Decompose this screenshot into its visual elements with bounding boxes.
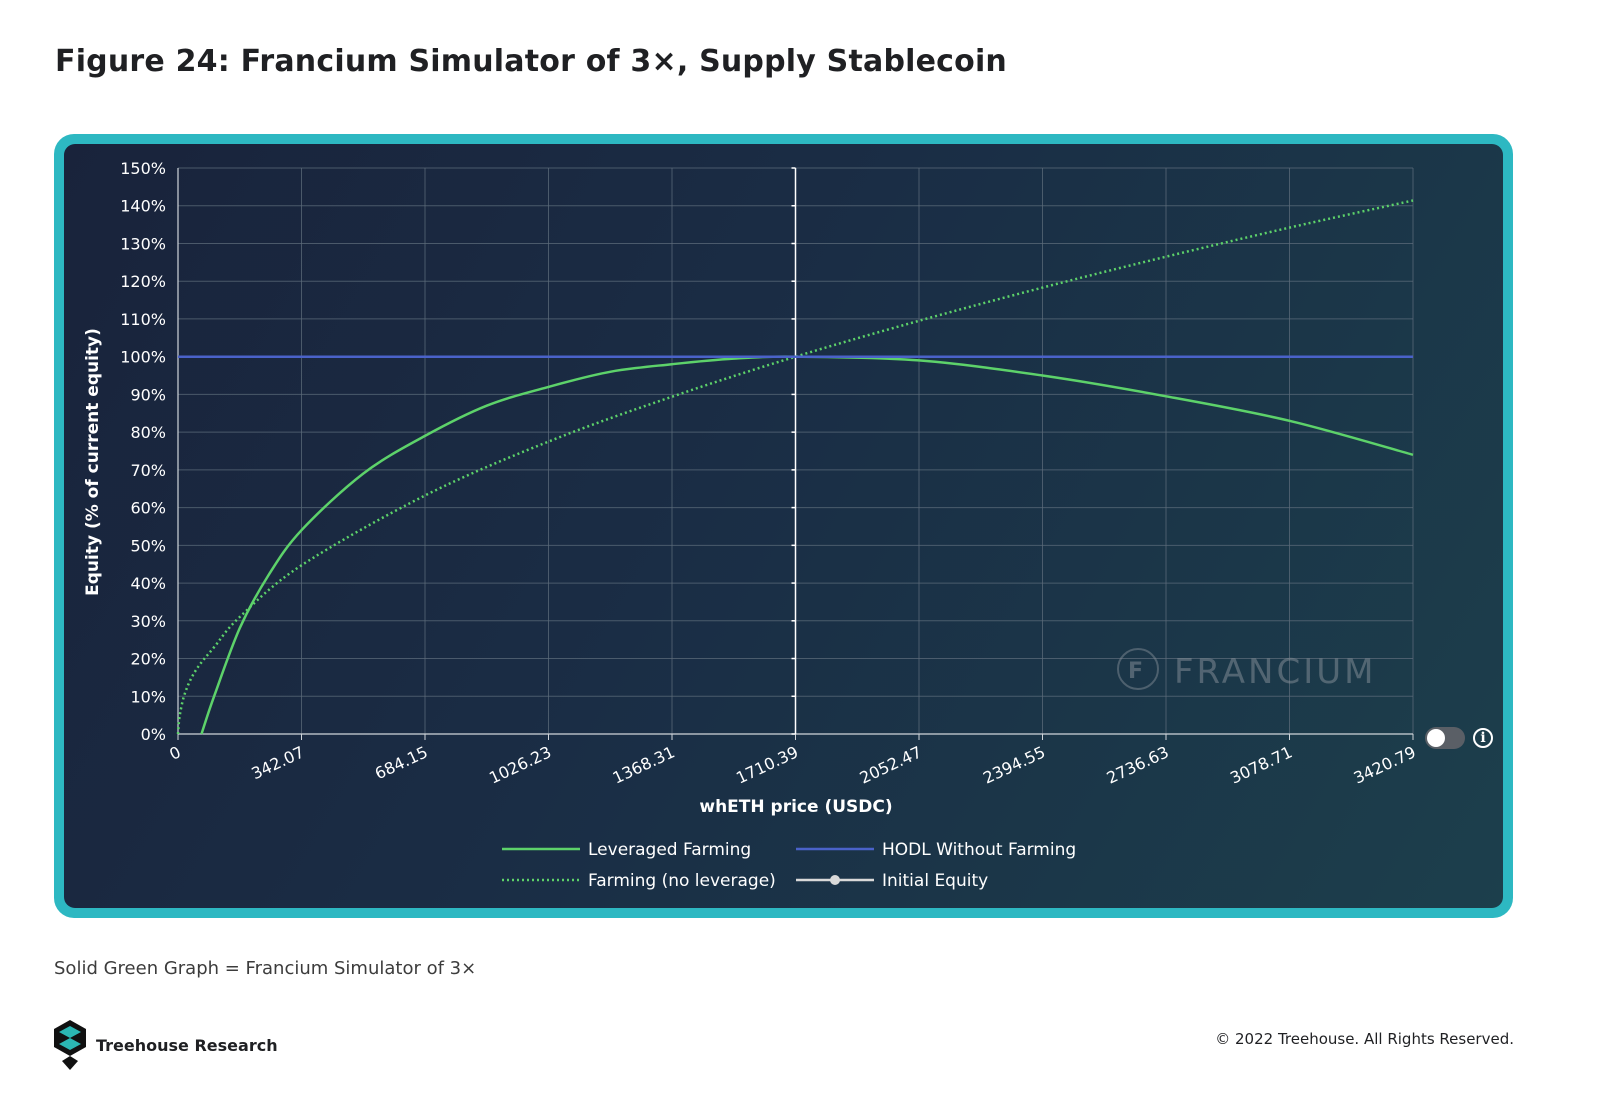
y-tick-label: 80%: [130, 423, 166, 442]
series-line-leveraged-farming: [200, 355, 1414, 735]
series-line-farming-no-leverage: [176, 199, 1414, 735]
y-tick-label: 40%: [130, 574, 166, 593]
y-tick-label: 140%: [120, 197, 166, 216]
series: [176, 167, 1414, 735]
chart-svg: FRANCIUM F 0 342.07 684.15 1026.23 1368.31 17…: [83, 159, 1419, 891]
y-tick-label: 130%: [120, 234, 166, 253]
y-tick-label: 100%: [120, 348, 166, 367]
info-icon[interactable]: i: [1473, 728, 1493, 748]
x-tick-label: 2052.47: [857, 742, 925, 787]
legend-label: Farming (no leverage): [588, 871, 776, 891]
treehouse-logo-icon: [54, 1020, 86, 1070]
x-tick-label: 1026.23: [486, 742, 554, 787]
x-axis-label: whETH price (USDC): [699, 797, 892, 817]
svg-text:F: F: [1128, 659, 1143, 684]
chart-panel: FRANCIUM F 0 342.07 684.15 1026.23 1368.31 17…: [64, 144, 1503, 908]
x-tick-label: 2394.55: [980, 742, 1048, 787]
x-tick-label: 3078.71: [1227, 742, 1295, 787]
figure-caption: Solid Green Graph = Francium Simulator o…: [54, 958, 477, 979]
francium-watermark: FRANCIUM: [1174, 652, 1376, 692]
y-tick-label: 150%: [120, 159, 166, 178]
legend-label: Initial Equity: [882, 871, 988, 891]
x-tick-label: 3420.79: [1351, 742, 1419, 787]
toggle-knob: [1427, 729, 1445, 747]
x-tick-label: 342.07: [248, 742, 307, 783]
copyright-text: © 2022 Treehouse. All Rights Reserved.: [1215, 1030, 1514, 1048]
y-tick-labels: 0% 10% 20% 30% 40% 50% 60% 70% 80% 90% 100% 110% 120…: [120, 159, 166, 744]
x-tick-label: 0: [166, 742, 183, 764]
toggle-widget: i: [1425, 727, 1493, 749]
francium-logo-icon: F: [1117, 648, 1159, 690]
brand-name: Treehouse Research: [96, 1035, 278, 1055]
y-tick-label: 20%: [130, 650, 166, 669]
y-tick-label: 90%: [130, 385, 166, 404]
x-tick-label: 1368.31: [610, 742, 678, 787]
legend-label: HODL Without Farming: [882, 840, 1076, 860]
y-tick-label: 60%: [130, 499, 166, 518]
chart-frame: FRANCIUM F 0 342.07 684.15 1026.23 1368.31 17…: [54, 134, 1513, 918]
y-tick-label: 50%: [130, 536, 166, 555]
y-tick-label: 120%: [120, 272, 166, 291]
y-tick-label: 70%: [130, 461, 166, 480]
legend-marker: [830, 875, 840, 885]
legend: Leveraged Farming HODL Without Farming Far…: [502, 840, 1076, 891]
x-tick-label: 2736.63: [1104, 742, 1172, 787]
y-tick-label: 110%: [120, 310, 166, 329]
y-tick-label: 0%: [141, 725, 166, 744]
legend-label: Leveraged Farming: [588, 840, 751, 860]
toggle-switch-icon[interactable]: [1425, 727, 1465, 749]
y-axis-label: Equity (% of current equity): [83, 328, 103, 596]
brand: Treehouse Research: [54, 1020, 278, 1070]
x-tick-labels: 0 342.07 684.15 1026.23 1368.31 1710.39 2052.4…: [166, 742, 1418, 787]
x-tick-label: 684.15: [372, 742, 431, 783]
x-tick-label: 1710.39: [733, 742, 801, 787]
page-title: Figure 24: Francium Simulator of 3×, Sup…: [55, 44, 1007, 79]
y-tick-label: 30%: [130, 612, 166, 631]
y-tick-label: 10%: [130, 687, 166, 706]
